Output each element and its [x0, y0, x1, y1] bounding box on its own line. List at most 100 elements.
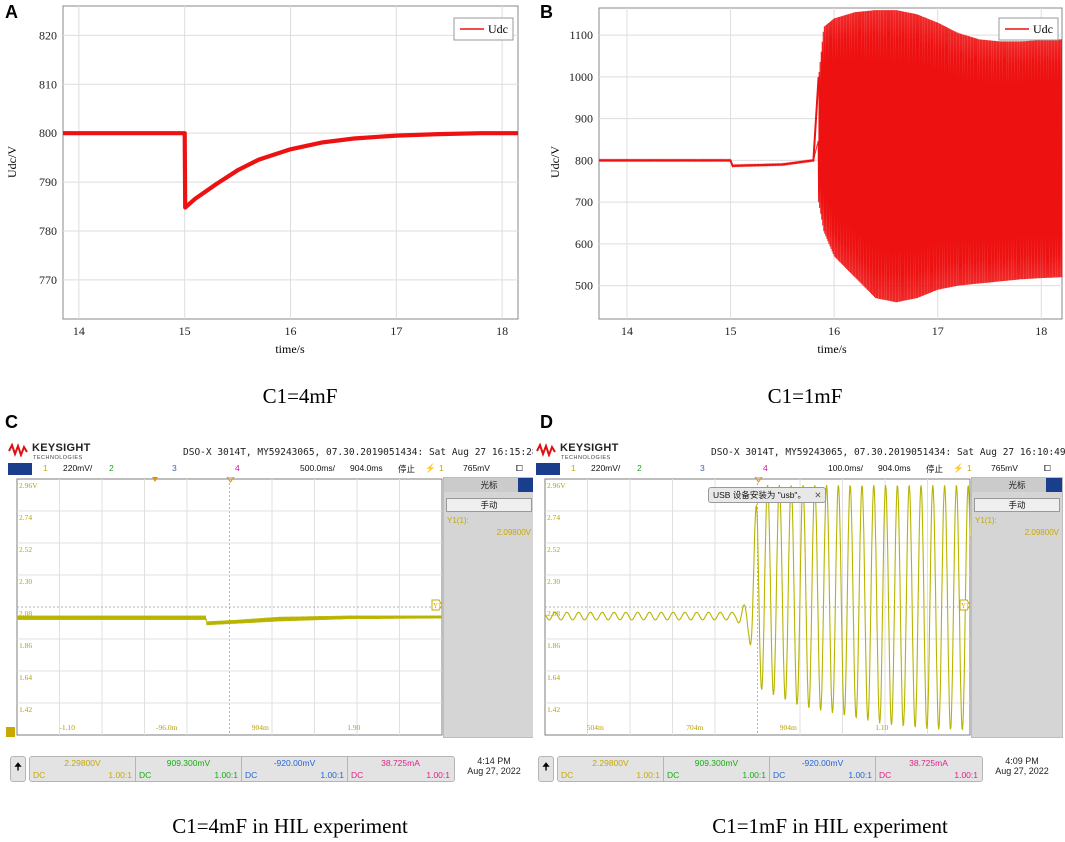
series-b — [598, 10, 1063, 303]
trigger-level[interactable]: 765mV — [991, 463, 1018, 473]
x-tick-label: 15 — [179, 324, 191, 338]
meas-ch2[interactable]: 909.300mV DC 1.00:1 — [664, 757, 770, 781]
scope-y-label: 2.96V — [547, 481, 566, 490]
scope-labels-c: 2.96V 2.74 2.52 2.30 2.08 1.86 1.64 1.42 -1.10 -9… — [19, 481, 361, 732]
menu-icon[interactable] — [536, 463, 560, 475]
usb-tooltip-text: USB 设备安装为 "usb"。 — [713, 490, 806, 500]
scope-y-label: 1.86 — [547, 641, 560, 650]
cursor-value: 2.09800V — [496, 528, 531, 537]
scope-header: DSO-X 3014T, MY59243065, 07.30.201905143… — [711, 447, 1065, 458]
meas-ch4[interactable]: 38.725mA DC 1.00:1 — [351, 758, 450, 780]
scope-x-label: -1.10 — [59, 723, 75, 732]
ch1-number[interactable]: 1 — [571, 463, 576, 473]
panel-close-icon[interactable] — [518, 478, 534, 492]
scope-screen-c: 2.96V 2.74 2.52 2.30 2.08 1.86 1.64 1.42 -1.10 -9… — [6, 477, 443, 737]
x-tick-label: 14 — [73, 324, 85, 338]
ch3-number[interactable]: 3 — [172, 463, 177, 473]
close-icon[interactable]: ✕ — [814, 490, 822, 500]
meas-ch1[interactable]: 2.29800V DC 1.00:1 — [30, 757, 136, 781]
scope-y-label: 2.30 — [19, 577, 32, 586]
scope-trace-d — [544, 484, 971, 731]
panel-letter-d: D — [540, 412, 553, 432]
trigger-markers-c — [152, 477, 235, 483]
measure-bar-d: 2.29800V DC 1.00:1 909.300mV DC 1.00:1 -… — [557, 756, 983, 782]
usb-tooltip: USB 设备安装为 "usb"。 ✕ — [708, 487, 827, 503]
ground-icon — [6, 727, 15, 737]
scope-y-label: 1.64 — [547, 673, 560, 682]
keysight-logo-icon — [8, 443, 28, 457]
arrow-up-icon[interactable]: 🠉 — [538, 756, 554, 782]
timebase[interactable]: 100.0ms/ — [828, 463, 863, 473]
meas-ch1[interactable]: 2.29800V DC 1.00:1 — [558, 757, 664, 781]
brand-name: KEYSIGHT — [32, 442, 91, 454]
scope-y-label: 2.52 — [19, 545, 32, 554]
control-bar: 1 220mV/ 2 3 4 100.0ms/ 904.0ms 停止 ⚡ 1 7… — [533, 463, 1063, 477]
ylabel-b: Udc/V — [548, 146, 562, 178]
scope-c: KEYSIGHT TECHNOLOGIES DSO-X 3014T, MY592… — [5, 438, 566, 788]
scope-y-label: 1.86 — [19, 641, 32, 650]
menu-icon[interactable] — [8, 463, 32, 475]
window-icon[interactable]: ⧠ — [1044, 463, 1051, 473]
ch2-number[interactable]: 2 — [637, 463, 642, 473]
clock-c: 4:14 PM Aug 27, 2022 — [455, 756, 533, 776]
ch1-scale[interactable]: 220mV/ — [63, 463, 93, 473]
xlabel-a: time/s — [275, 342, 305, 356]
timebase[interactable]: 500.0ms/ — [300, 463, 335, 473]
cursor-panel-d: 光标 手动 Y1(1): 2.09800V — [971, 477, 1063, 738]
delay[interactable]: 904.0ms — [878, 463, 911, 473]
scope-y-label: 1.64 — [19, 673, 32, 682]
panel-close-icon[interactable] — [1046, 478, 1062, 492]
scope-screen-d: 2.96V 2.74 2.52 2.30 2.08 1.86 1.64 1.42 504m 704… — [544, 477, 971, 736]
y1-marker-label-d: Y1 — [961, 602, 970, 610]
scope-x-label: 1.10 — [875, 723, 888, 732]
y-tick-label: 600 — [575, 237, 593, 251]
arrow-up-icon[interactable]: 🠉 — [10, 756, 26, 782]
meas-ch3[interactable]: -920.00mV DC 1.00:1 — [242, 757, 348, 781]
ch2-number[interactable]: 2 — [109, 463, 114, 473]
cursor-label: Y1(1): — [975, 516, 997, 525]
scope-y-label: 1.42 — [19, 705, 32, 714]
legend-b: Udc — [998, 17, 1059, 41]
trigger-number: 1 — [967, 463, 972, 473]
run-state[interactable]: 停止 — [926, 464, 944, 474]
trigger-level[interactable]: 765mV — [463, 463, 490, 473]
ticks-a: 14 15 16 17 18 770 780 790 800 810 820 — [39, 28, 508, 338]
scope-trace-c — [16, 615, 443, 626]
cursor-mode-button[interactable]: 手动 — [446, 498, 532, 512]
control-bar: 1 220mV/ 2 3 4 500.0ms/ 904.0ms 停止 ⚡ 1 7… — [5, 463, 535, 477]
cursor-mode-button[interactable]: 手动 — [974, 498, 1060, 512]
panel-letter-a: A — [5, 2, 18, 22]
legend-label-b: Udc — [1033, 22, 1053, 36]
x-tick-label: 18 — [1035, 324, 1047, 338]
ch4-number[interactable]: 4 — [235, 463, 240, 473]
caption-a: C1=4mF — [262, 384, 338, 408]
delay[interactable]: 904.0ms — [350, 463, 383, 473]
clock-d: 4:09 PM Aug 27, 2022 — [983, 756, 1061, 776]
cursor-value: 2.09800V — [1024, 528, 1059, 537]
y-tick-label: 800 — [575, 153, 593, 167]
scope-x-label: -96.0m — [156, 723, 178, 732]
meas-ch3[interactable]: -920.00mV DC 1.00:1 — [770, 757, 876, 781]
y-tick-label: 500 — [575, 279, 593, 293]
scope-labels-d: 2.96V 2.74 2.52 2.30 2.08 1.86 1.64 1.42 504m 704… — [547, 481, 889, 732]
ch4-number[interactable]: 4 — [763, 463, 768, 473]
ch1-number[interactable]: 1 — [43, 463, 48, 473]
y-tick-label: 780 — [39, 224, 57, 238]
trigger-icon: ⚡ — [953, 463, 964, 473]
clock-date: Aug 27, 2022 — [467, 766, 521, 776]
ch1-scale[interactable]: 220mV/ — [591, 463, 621, 473]
window-icon[interactable]: ⧠ — [516, 463, 523, 473]
meas-ch4[interactable]: 38.725mA DC 1.00:1 — [879, 758, 978, 780]
ch3-number[interactable]: 3 — [700, 463, 705, 473]
scope-x-label: 904m — [252, 723, 269, 732]
meas-ch2[interactable]: 909.300mV DC 1.00:1 — [136, 757, 242, 781]
run-state[interactable]: 停止 — [398, 464, 416, 474]
panel-letter-c: C — [5, 412, 18, 432]
x-tick-label: 18 — [496, 324, 508, 338]
x-tick-label: 15 — [725, 324, 737, 338]
y-tick-label: 700 — [575, 195, 593, 209]
legend-a: Udc — [453, 17, 514, 41]
cursor-panel-title: 光标 — [972, 478, 1062, 492]
y-tick-label: 800 — [39, 126, 57, 140]
y-tick-label: 1100 — [569, 28, 593, 42]
